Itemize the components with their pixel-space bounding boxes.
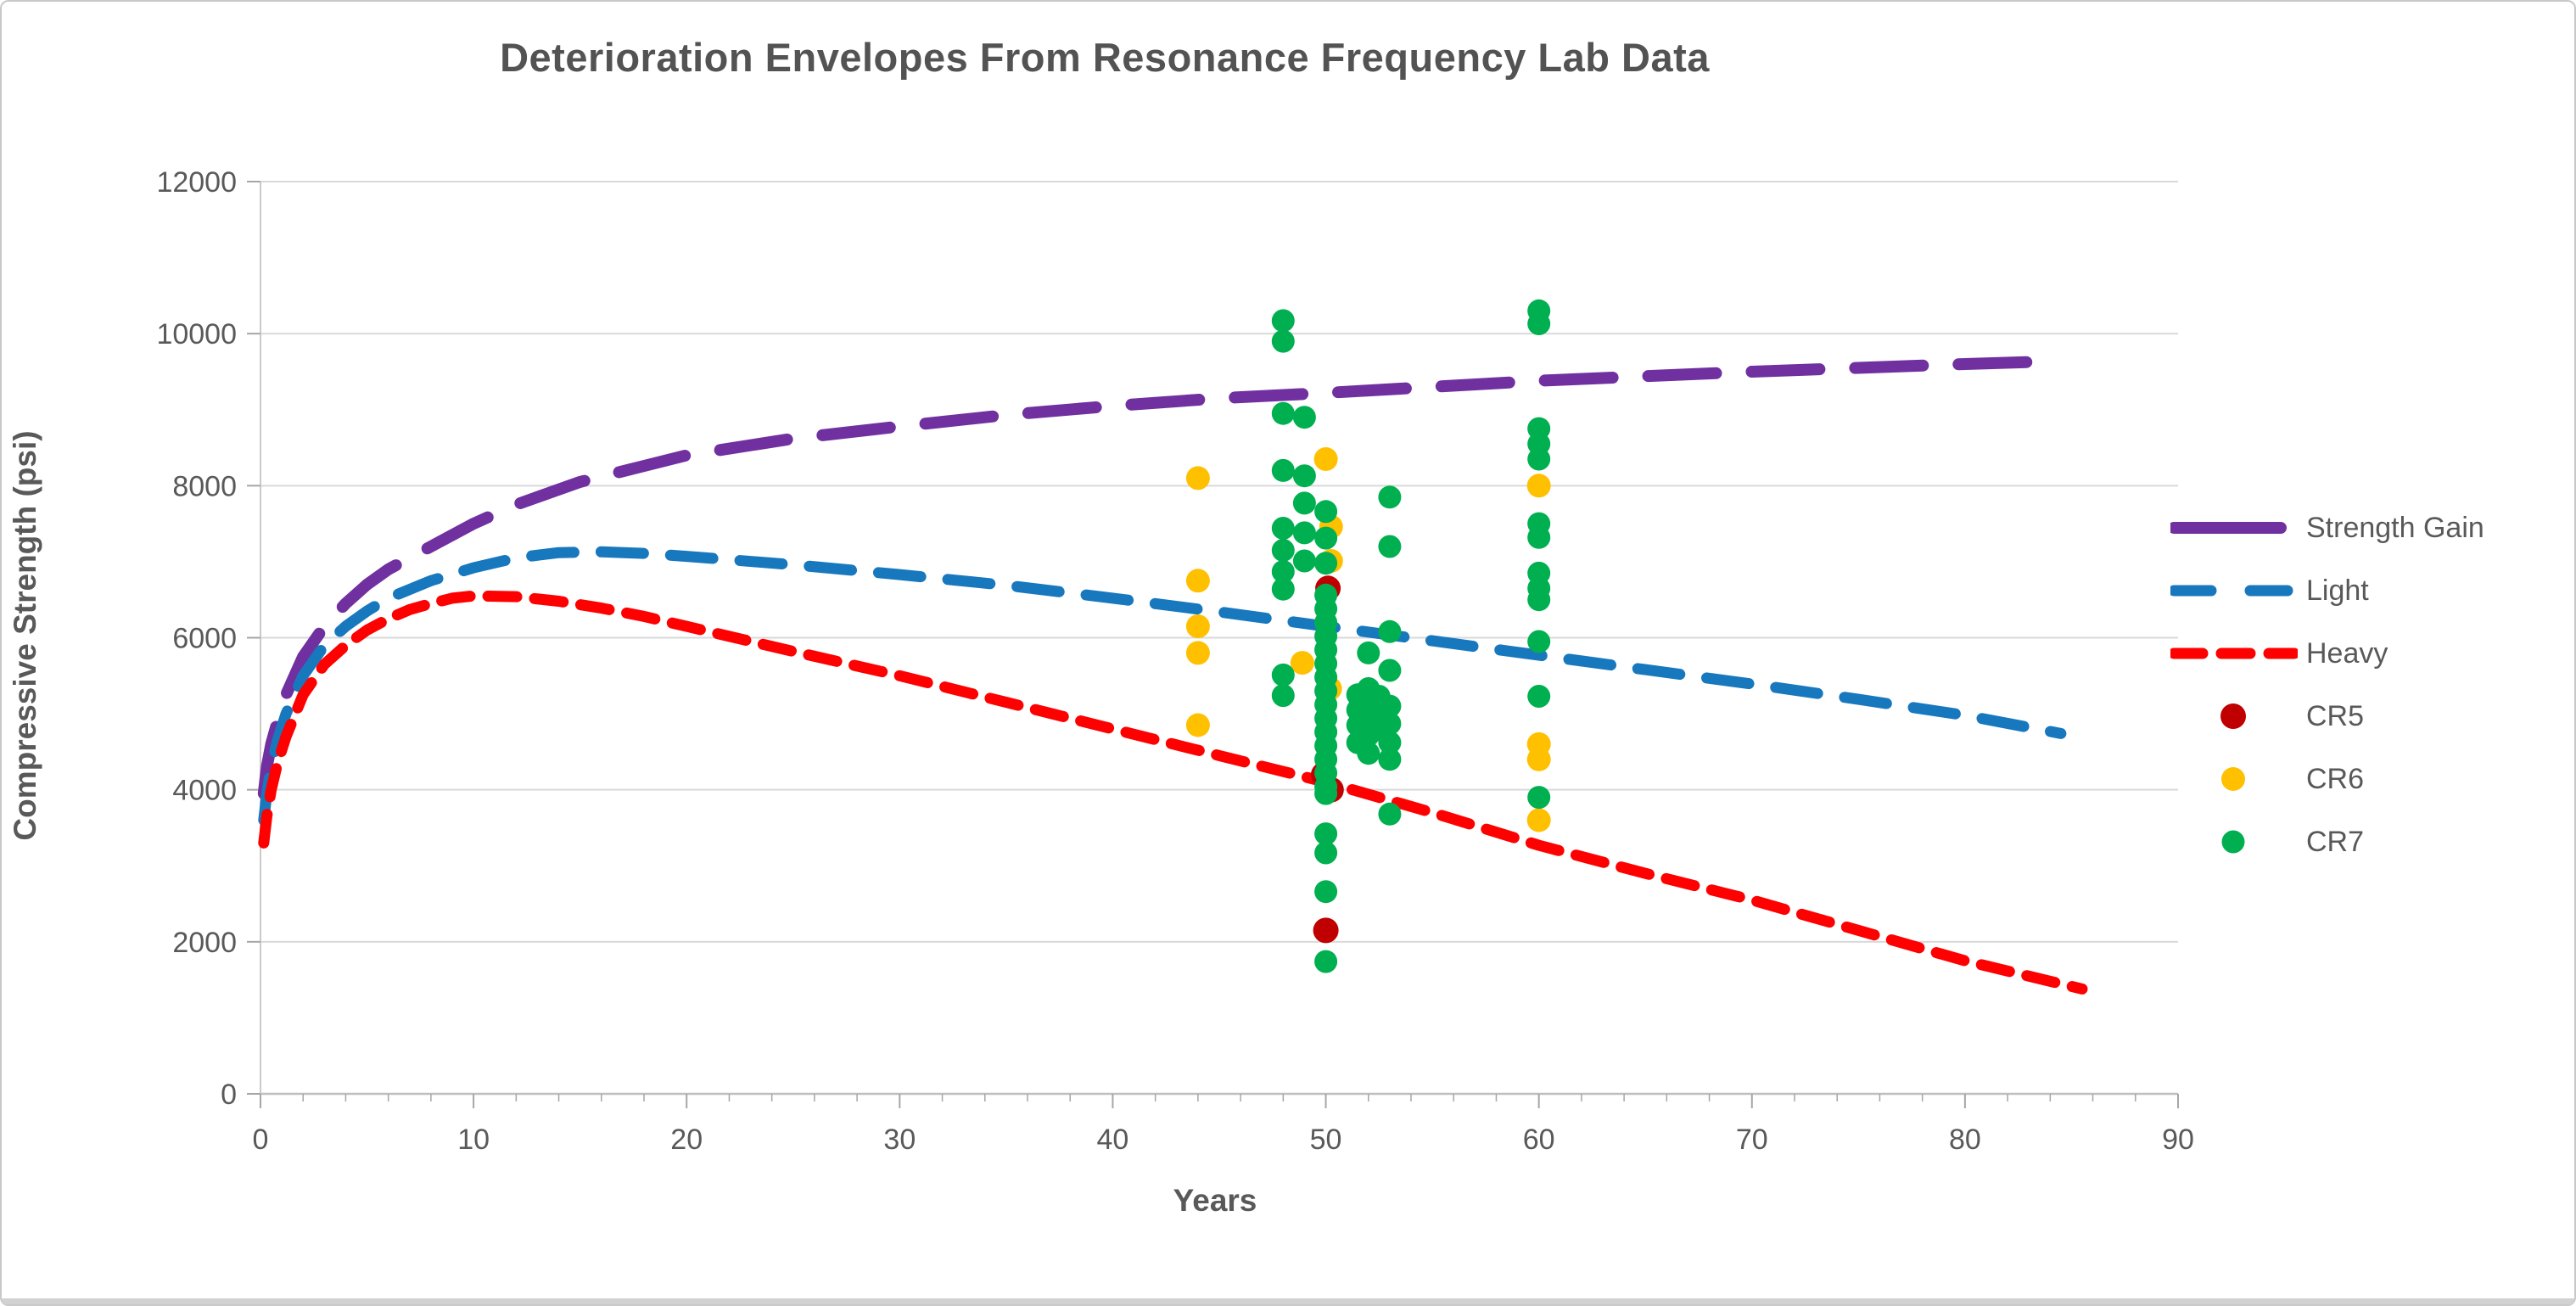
svg-text:0: 0 (253, 1124, 269, 1156)
svg-text:2000: 2000 (172, 927, 237, 959)
svg-text:20: 20 (670, 1124, 703, 1156)
series-cr7[interactable] (1271, 299, 1551, 973)
svg-text:12000: 12000 (156, 166, 237, 199)
chart-title[interactable]: Deterioration Envelopes From Resonance F… (500, 35, 1710, 80)
legend-marker-cr6 (2221, 767, 2245, 791)
svg-text:90: 90 (2162, 1124, 2194, 1156)
x-axis-title: Years (1173, 1183, 1257, 1218)
svg-text:60: 60 (1523, 1124, 1555, 1156)
legend-item-cr7[interactable]: CR7 (2170, 810, 2484, 873)
tick-labels: 0 10 20 30 40 50 60 70 80 90 0 2000 4000 6000 8000 1000… (156, 166, 2193, 1156)
y-axis-title: Compressive Strength (psi) (8, 430, 42, 841)
legend[interactable]: Strength Gain Light Heavy CR5 CR6 CR7 (2170, 496, 2484, 873)
legend-label: Light (2306, 574, 2369, 607)
legend-label: Strength Gain (2306, 511, 2484, 544)
axis-ticks (247, 181, 2179, 1108)
series-light[interactable] (258, 546, 2067, 826)
svg-text:10000: 10000 (156, 318, 237, 350)
series-cr6[interactable] (1185, 447, 1551, 832)
svg-text:4000: 4000 (172, 775, 237, 807)
svg-text:70: 70 (1736, 1124, 1768, 1156)
series-heavy[interactable] (258, 590, 2088, 995)
svg-text:6000: 6000 (172, 623, 237, 655)
legend-item-cr6[interactable]: CR6 (2170, 748, 2484, 810)
legend-marker-cr7 (2221, 830, 2245, 854)
legend-label: CR6 (2306, 762, 2365, 795)
legend-item-cr5[interactable]: CR5 (2170, 685, 2484, 748)
svg-text:40: 40 (1097, 1124, 1129, 1156)
legend-item-strength-gain[interactable]: Strength Gain (2170, 496, 2484, 559)
legend-item-heavy[interactable]: Heavy (2170, 622, 2484, 685)
legend-label: CR5 (2306, 699, 2365, 732)
gridlines (260, 181, 2178, 1096)
svg-text:30: 30 (883, 1124, 916, 1156)
svg-text:80: 80 (1949, 1124, 1981, 1156)
legend-line-sample-strength-gain (2170, 522, 2298, 534)
legend-line-sample-light (2170, 585, 2298, 597)
series-strength-gain[interactable] (257, 355, 2067, 800)
legend-marker-cr5 (2220, 703, 2246, 729)
legend-item-light[interactable]: Light (2170, 559, 2484, 622)
svg-text:50: 50 (1310, 1124, 1342, 1156)
svg-text:0: 0 (221, 1079, 237, 1111)
svg-text:10: 10 (457, 1124, 490, 1156)
legend-label: Heavy (2306, 636, 2388, 670)
legend-label: CR7 (2306, 825, 2365, 858)
svg-text:8000: 8000 (172, 470, 237, 502)
legend-line-sample-heavy (2170, 647, 2298, 659)
